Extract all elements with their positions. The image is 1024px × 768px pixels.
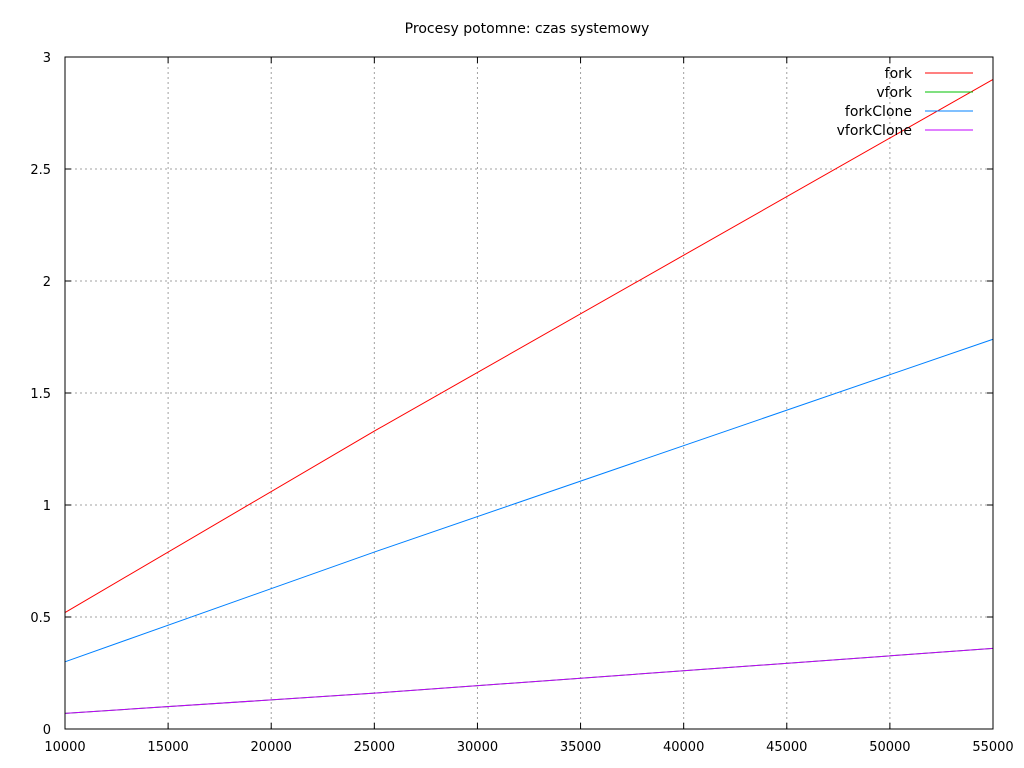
x-tick-label: 55000	[972, 740, 1013, 755]
y-tick-label: 2.5	[30, 163, 51, 178]
series-line-vforkClone	[64, 647, 994, 714]
axis-ticks	[64, 56, 994, 730]
x-tick-label: 45000	[766, 740, 807, 755]
y-tick-label: 1	[43, 499, 51, 514]
x-axis-tick-labels: 10000 15000 20000 25000 30000 35000 40000 45000…	[44, 740, 1013, 755]
chart-title: Procesy potomne: czas systemowy	[405, 21, 650, 37]
x-tick-label: 10000	[44, 740, 85, 755]
x-tick-label: 40000	[663, 740, 704, 755]
grid-lines	[65, 57, 993, 729]
y-tick-label: 1.5	[30, 387, 51, 402]
x-tick-label: 35000	[560, 740, 601, 755]
x-tick-label: 15000	[147, 740, 188, 755]
x-tick-label: 30000	[457, 740, 498, 755]
legend-label-vfork: vfork	[876, 85, 913, 101]
x-tick-label: 50000	[869, 740, 910, 755]
legend-label-forkClone: forkClone	[845, 104, 912, 120]
y-tick-label: 3	[43, 51, 51, 66]
legend-label-vforkClone: vforkClone	[837, 123, 912, 139]
y-tick-label: 0.5	[30, 611, 51, 626]
series-lines	[64, 78, 994, 714]
y-tick-label: 0	[43, 723, 51, 738]
legend: fork vfork forkClone vforkClone	[837, 66, 973, 139]
y-axis-tick-labels: 0 0.5 1 1.5 2 2.5 3	[30, 51, 51, 738]
series-line-fork	[64, 78, 994, 613]
y-tick-label: 2	[43, 275, 51, 290]
plot-frame	[64, 56, 994, 730]
series-line-forkClone	[64, 338, 994, 663]
legend-label-fork: fork	[885, 66, 913, 82]
x-tick-label: 20000	[251, 740, 292, 755]
x-tick-label: 25000	[354, 740, 395, 755]
